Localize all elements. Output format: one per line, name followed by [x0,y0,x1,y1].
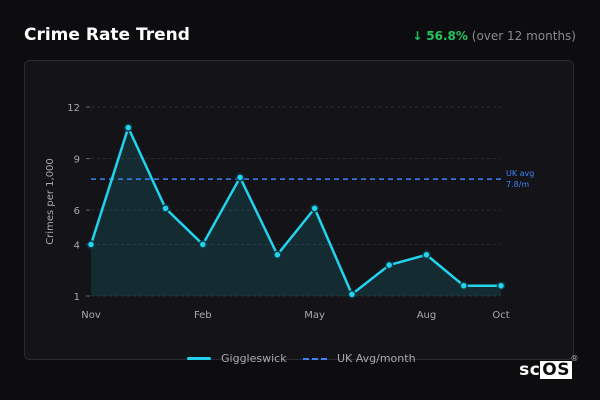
y-tick-label: 12 [67,103,80,114]
data-point [124,123,133,132]
x-tick-label: Nov [81,310,101,321]
down-arrow-icon: ↓ [412,29,423,43]
y-tick-label: 4 [74,240,80,251]
y-tick-label: 6 [74,206,80,217]
data-point [161,204,170,213]
uk-avg-label: UK avg [506,169,534,178]
data-point [310,204,319,213]
x-tick-label: Aug [417,310,437,321]
x-tick-label: Feb [194,310,212,321]
change-indicator: ↓ 56.8% (over 12 months) [412,29,576,43]
legend-label-series: Giggleswick [221,352,287,365]
data-point [384,260,394,270]
x-tick-label: Oct [492,310,509,321]
change-note: (over 12 months) [471,29,576,43]
y-tick-label: 1 [74,292,80,303]
data-point [198,240,208,249]
data-point [235,173,245,182]
logo-text: sc [519,360,541,380]
legend-item-avg[interactable]: UK Avg/month [303,352,416,365]
legend-item-series[interactable]: Giggleswick [187,352,287,365]
logo-highlight: OS [540,360,572,380]
y-axis-label: Crimes per 1,000 [45,158,56,245]
series-area [91,127,501,296]
data-point [347,290,357,299]
page-title: Crime Rate Trend [24,25,190,45]
data-point [273,250,282,260]
y-tick-label: 9 [74,155,80,166]
uk-avg-value-label: 7.8/m [506,180,529,189]
legend-label-avg: UK Avg/month [337,352,416,365]
series-line [89,126,501,296]
logo-mark: ® [570,354,579,363]
chart-legend: Giggleswick UK Avg/month [0,352,600,372]
data-point [496,281,506,290]
data-point [86,240,96,249]
change-percent: 56.8% [426,29,468,43]
legend-swatch-series [187,357,211,360]
legend-swatch-avg [303,357,327,360]
data-point [459,281,468,290]
scos-logo: sc OS ® [519,354,578,380]
x-tick-label: May [304,310,325,321]
data-point [422,250,431,260]
